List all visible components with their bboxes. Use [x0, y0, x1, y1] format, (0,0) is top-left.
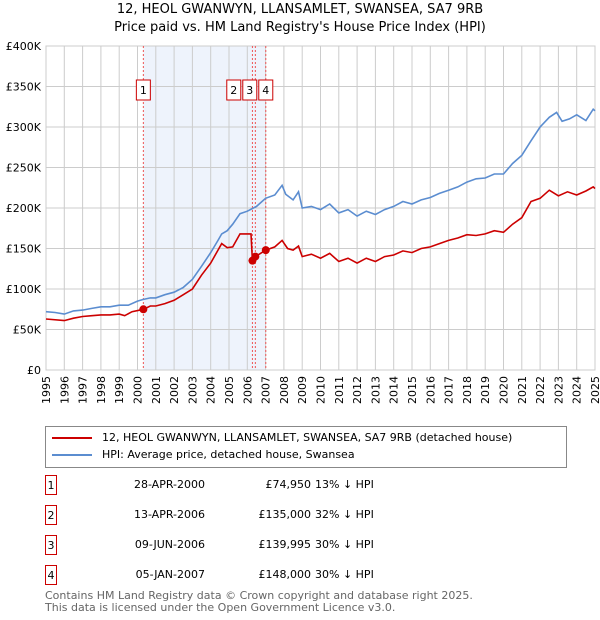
sale-price: £74,950: [265, 478, 312, 491]
x-tick-label: 2011: [333, 376, 346, 404]
x-tick-label: 2023: [552, 376, 565, 404]
series-line: [45, 107, 596, 315]
sale-label-box: 3: [242, 79, 258, 101]
legend-label: 12, HEOL GWANWYN, LLANSAMLET, SWANSEA, S…: [102, 431, 513, 444]
sale-hpi-diff: 30% ↓ HPI: [315, 538, 374, 551]
x-tick-label: 2016: [424, 376, 437, 404]
legend: 12, HEOL GWANWYN, LLANSAMLET, SWANSEA, S…: [45, 426, 567, 468]
x-tick-label: 2003: [186, 376, 199, 404]
legend-item-property: 12, HEOL GWANWYN, LLANSAMLET, SWANSEA, S…: [52, 431, 512, 444]
footer-line: Contains HM Land Registry data © Crown c…: [45, 589, 473, 602]
sale-label-border: [242, 79, 258, 101]
sale-label-box: 1: [135, 79, 151, 101]
x-tick-label: 1999: [113, 376, 126, 404]
sale-number: 1: [45, 475, 57, 495]
price-chart: 1995 1996 1997 1998 1999 2000 2001 2002 2003 2004…: [6, 40, 600, 404]
x-tick-label: 2020: [498, 376, 511, 404]
sale-date: 13-APR-2006: [133, 508, 205, 521]
sale-price: £148,000: [258, 568, 312, 581]
sale-price: £139,995: [258, 538, 312, 551]
legend-item-hpi: HPI: Average price, detached house, Swan…: [52, 448, 355, 461]
series-line: [45, 185, 596, 322]
x-tick-label: 2014: [388, 376, 401, 404]
sale-marker: [139, 305, 148, 314]
x-tick-label: 2019: [479, 376, 492, 404]
y-tick-label: £200K: [6, 202, 42, 215]
sale-label-border: [135, 79, 151, 101]
x-tick-label: 2001: [150, 376, 163, 404]
sale-date: 05-JAN-2007: [135, 568, 205, 581]
y-tick-label: £400K: [6, 40, 42, 53]
x-tick-label: 2013: [369, 376, 382, 404]
x-tick-label: 1995: [40, 376, 53, 404]
sale-label-box: 2: [226, 79, 242, 101]
x-tick-label: 2009: [296, 376, 309, 404]
plot-frame: [45, 45, 596, 371]
x-tick-label: 2012: [351, 376, 364, 404]
legend-swatch-blue: [52, 453, 92, 456]
sale-price: £135,000: [258, 508, 312, 521]
sale-marker: [251, 252, 260, 261]
x-tick-label: 2021: [516, 376, 529, 404]
sale-label-text: 1: [140, 84, 147, 97]
table-row: 4 05-JAN-2007 £148,000 30% ↓ HPI: [45, 565, 445, 585]
y-tick-label: £300K: [6, 121, 42, 134]
y-tick-label: £0: [27, 364, 41, 377]
footer-line: This data is licensed under the Open Gov…: [45, 601, 396, 614]
x-tick-label: 2018: [461, 376, 474, 404]
sale-hpi-diff: 13% ↓ HPI: [315, 478, 374, 491]
table-row: 3 09-JUN-2006 £139,995 30% ↓ HPI: [45, 535, 445, 555]
legend-label: HPI: Average price, detached house, Swan…: [102, 448, 355, 461]
chart-subtitle: Price paid vs. HM Land Registry's House …: [114, 20, 486, 35]
x-tick-label: 2000: [132, 376, 145, 404]
sale-label-text: 3: [246, 84, 253, 97]
y-tick-label: £50K: [13, 324, 42, 337]
x-tick-label: 1996: [58, 376, 71, 404]
x-tick-label: 2008: [278, 376, 291, 404]
x-tick-label: 2004: [205, 376, 218, 404]
sale-label-box: 4: [258, 79, 274, 101]
x-tick-label: 2022: [534, 376, 547, 404]
sale-label-text: 2: [230, 84, 237, 97]
sale-hpi-diff: 32% ↓ HPI: [315, 508, 374, 521]
x-tick-label: 2006: [241, 376, 254, 404]
table-row: 1 28-APR-2000 £74,950 13% ↓ HPI: [45, 475, 445, 495]
legend-swatch-red: [52, 436, 92, 439]
x-tick-label: 2024: [571, 376, 584, 404]
x-tick-label: 2007: [260, 376, 273, 404]
x-tick-label: 2025: [589, 376, 600, 404]
x-tick-label: 1998: [95, 376, 108, 404]
x-tick-label: 2017: [443, 376, 456, 404]
chart-title: 12, HEOL GWANWYN, LLANSAMLET, SWANSEA, S…: [116, 2, 484, 17]
x-tick-label: 1997: [77, 376, 90, 404]
y-tick-label: £250K: [6, 162, 42, 175]
x-tick-label: 2002: [168, 376, 181, 404]
sale-label-border: [226, 79, 242, 101]
x-tick-label: 2015: [406, 376, 419, 404]
y-tick-label: £350K: [6, 81, 42, 94]
sale-marker: [261, 246, 270, 255]
footer: Contains HM Land Registry data © Crown c…: [45, 590, 473, 614]
sale-hpi-diff: 30% ↓ HPI: [315, 568, 374, 581]
sale-date: 28-APR-2000: [133, 478, 205, 491]
table-row: 2 13-APR-2006 £135,000 32% ↓ HPI: [45, 505, 445, 525]
sale-label-border: [258, 79, 274, 101]
y-tick-label: £100K: [6, 283, 42, 296]
y-tick-label: £150K: [6, 243, 42, 256]
sale-date: 09-JUN-2006: [134, 538, 205, 551]
sale-label-text: 4: [262, 84, 269, 97]
sale-number: 3: [45, 535, 57, 555]
sale-number: 2: [45, 505, 57, 525]
x-tick-label: 2005: [223, 376, 236, 404]
sale-number: 4: [45, 565, 57, 585]
x-tick-label: 2010: [315, 376, 328, 404]
